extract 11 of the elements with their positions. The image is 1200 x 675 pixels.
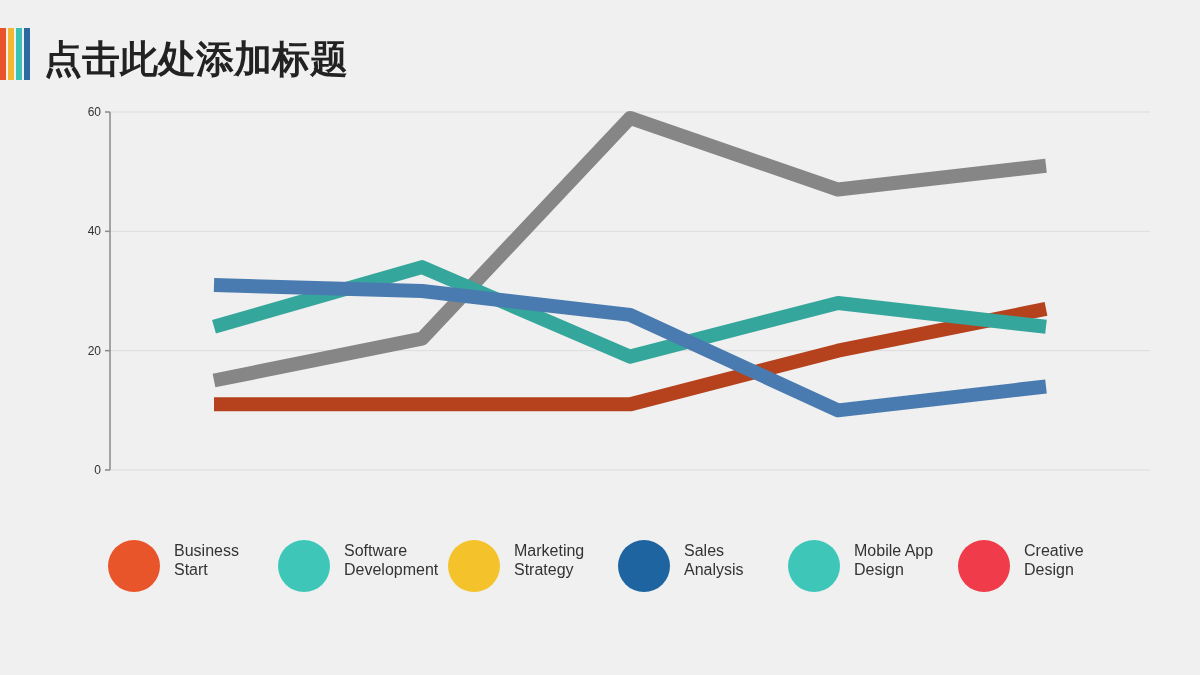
y-tick-label: 0 (94, 463, 102, 477)
y-tick-label: 60 (87, 105, 102, 119)
text: Mobile App Design (854, 542, 934, 578)
text: Marketing Strategy (514, 542, 585, 578)
text: Software Development (344, 542, 439, 578)
y-tick-label: 20 (87, 343, 102, 358)
y-tick-label: 40 (87, 224, 102, 239)
chart-title: 点击此处添加标题 (44, 38, 348, 80)
text: Business Start (174, 542, 239, 578)
text: Sales Analysis (684, 542, 744, 578)
text: Creative Design (1024, 542, 1084, 578)
